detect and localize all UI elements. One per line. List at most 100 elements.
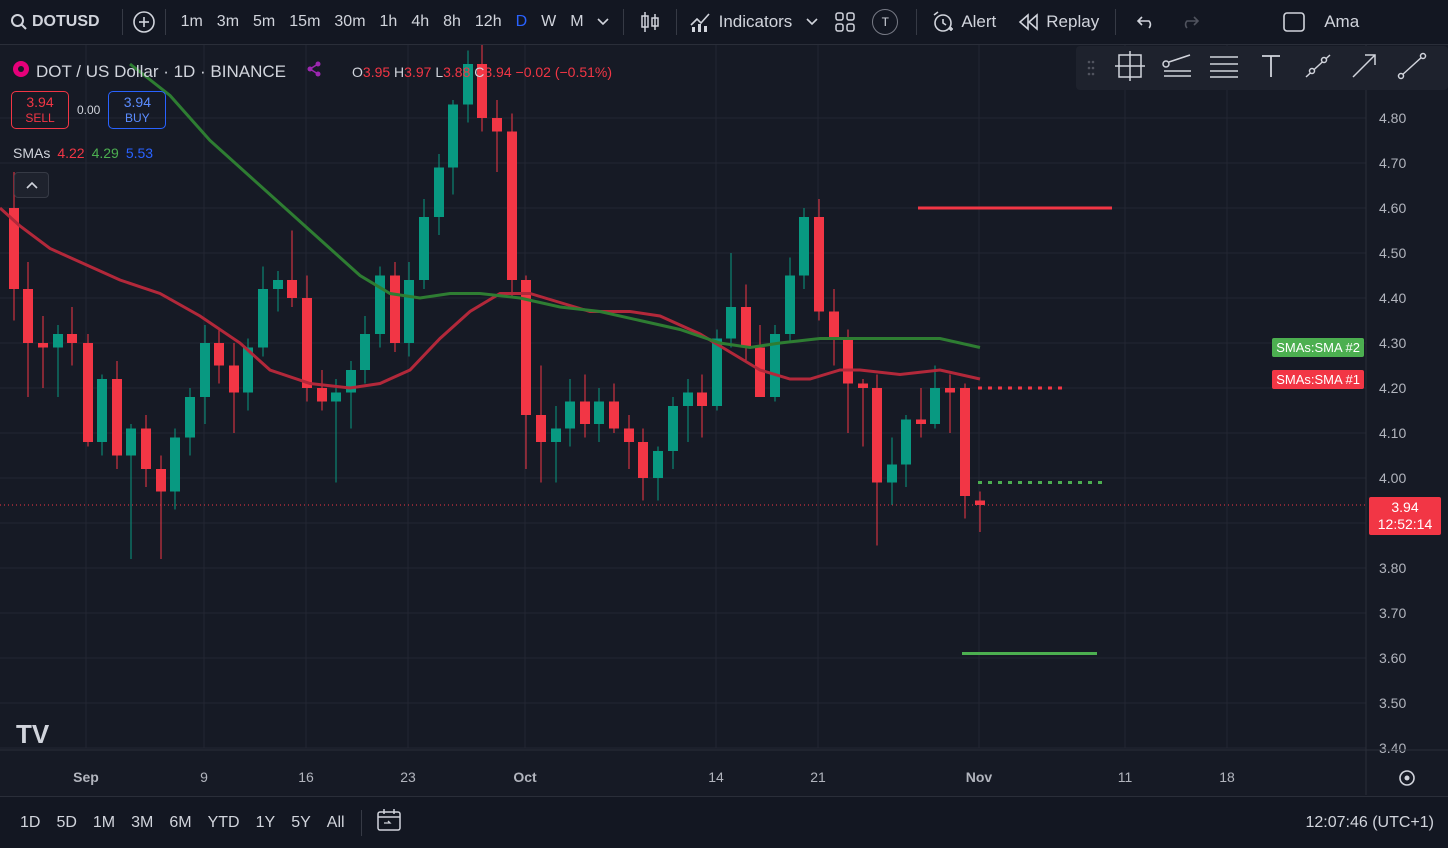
sma2-line: [129, 62, 981, 350]
ray-tool[interactable]: [1388, 46, 1435, 90]
range-ytd[interactable]: YTD: [207, 813, 240, 831]
trendline-tool[interactable]: [1153, 46, 1200, 90]
candle-body-up: [404, 280, 414, 343]
candle-body-down: [624, 428, 634, 442]
timeframe-4h[interactable]: 4h: [411, 13, 430, 30]
range-3m[interactable]: 3M: [131, 813, 154, 831]
timeframe-dropdown[interactable]: [591, 0, 615, 44]
collapse-legend-button[interactable]: [14, 172, 49, 198]
candle-body-down: [536, 415, 546, 442]
replay-button[interactable]: Replay: [1002, 0, 1107, 44]
tradingview-logo: TV: [16, 719, 50, 749]
timeframe-3m[interactable]: 3m: [216, 13, 240, 30]
smas-legend[interactable]: SMAs 4.22 4.29 5.53: [13, 145, 153, 161]
range-1y[interactable]: 1Y: [255, 813, 276, 831]
undo-button[interactable]: [1124, 0, 1168, 44]
timeframe-30m[interactable]: 30m: [334, 13, 366, 30]
range-6m[interactable]: 6M: [169, 813, 192, 831]
compare-button[interactable]: [131, 0, 157, 44]
range-list: 1D 5D 1M 3M 6M YTD 1Y 5Y All: [0, 814, 353, 832]
timeframe-1h[interactable]: 1h: [379, 13, 398, 30]
range-1m[interactable]: 1M: [92, 813, 116, 831]
chart-type-button[interactable]: [632, 0, 668, 44]
fullscreen-button[interactable]: [1212, 0, 1324, 44]
candle-body-up: [346, 370, 356, 393]
time-axis-label: 18: [1219, 769, 1235, 785]
buy-button[interactable]: 3.94 BUY: [108, 91, 167, 129]
calendar-icon[interactable]: [370, 808, 408, 837]
indicators-label: Indicators: [718, 12, 793, 31]
candles-icon: [640, 10, 660, 34]
chart-area[interactable]: 4.804.704.604.504.404.304.204.104.003.90…: [0, 45, 1448, 795]
timeframe-W[interactable]: W: [541, 13, 557, 30]
share-icon[interactable]: [306, 61, 322, 82]
layouts-button[interactable]: [828, 0, 862, 44]
undo-icon: [1136, 14, 1156, 30]
candle-body-down: [858, 383, 868, 388]
candle-body-up: [726, 307, 736, 339]
alert-label: Alert: [961, 12, 997, 31]
candle-body-down: [843, 338, 853, 384]
crosshair-box-icon: [1114, 50, 1145, 86]
timeframe-5m[interactable]: 5m: [253, 13, 276, 30]
candle-body-down: [229, 365, 239, 393]
sma1-axis-tag: SMAs:SMA #1: [1272, 370, 1364, 389]
candle-body-down: [156, 469, 166, 492]
range-5d[interactable]: 5D: [56, 813, 77, 831]
candle-body-down: [609, 401, 619, 429]
timeframe-M[interactable]: M: [570, 13, 584, 30]
range-all[interactable]: All: [326, 813, 345, 831]
binance-logo-icon: [12, 60, 30, 83]
price-axis-label: 4.70: [1379, 155, 1406, 171]
account-label[interactable]: Ama: [1324, 12, 1360, 31]
candle-body-down: [507, 131, 517, 280]
ohlc-values: O3.95 H3.97 L3.88 C3.94 −0.02 (−0.51%): [352, 63, 613, 80]
timeframe-12h[interactable]: 12h: [474, 13, 502, 30]
candle-body-up: [419, 217, 429, 280]
timeframe-D[interactable]: D: [515, 13, 528, 30]
divider: [622, 9, 624, 35]
pattern-tool[interactable]: [1294, 46, 1341, 90]
spread-value: 0.00: [77, 103, 101, 117]
time-axis-label: 23: [400, 769, 416, 785]
time-axis-label: 16: [298, 769, 314, 785]
candle-body-down: [9, 208, 19, 289]
text-t-icon: [1259, 53, 1283, 84]
time-axis-label: Oct: [513, 769, 537, 785]
crosshair-tool[interactable]: [1106, 46, 1153, 90]
candle-body-up: [258, 289, 268, 348]
price-axis-label: 3.60: [1379, 650, 1406, 666]
timeframe-8h[interactable]: 8h: [443, 13, 461, 30]
price-axis-label: 4.80: [1379, 110, 1406, 126]
indicators-dropdown[interactable]: [796, 0, 828, 44]
timeframe-15m[interactable]: 15m: [289, 13, 321, 30]
fib-tool[interactable]: [1200, 46, 1247, 90]
trend-lines-icon: [1161, 52, 1193, 85]
timeframe-1m[interactable]: 1m: [180, 13, 203, 30]
range-5y[interactable]: 5Y: [291, 813, 311, 831]
alert-button[interactable]: Alert: [925, 0, 1002, 44]
indicators-button[interactable]: Indicators: [685, 0, 797, 44]
price-axis-label: 3.80: [1379, 560, 1406, 576]
arrow-tool[interactable]: [1341, 46, 1388, 90]
candle-body-up: [434, 167, 444, 217]
chevron-up-icon: [25, 176, 38, 194]
candle-body-down: [141, 428, 151, 469]
candle-body-down: [390, 275, 400, 343]
candle-body-up: [53, 334, 63, 348]
redo-button[interactable]: [1168, 0, 1212, 44]
symbol-search[interactable]: DOTUSD: [0, 0, 100, 44]
text-tool[interactable]: [1247, 46, 1294, 90]
clock-timezone[interactable]: 12:07:46 (UTC+1): [1305, 813, 1434, 831]
sell-button[interactable]: 3.94 SELL: [11, 91, 69, 129]
drag-handle-icon[interactable]: [1076, 59, 1106, 77]
sma2-value: 4.29: [91, 145, 119, 161]
square-icon: [1282, 11, 1306, 33]
smas-label: SMAs: [13, 145, 51, 161]
time-axis-label: 21: [810, 769, 826, 785]
templates-button[interactable]: T: [862, 0, 908, 44]
t-badge-icon: T: [872, 9, 899, 35]
range-1d[interactable]: 1D: [20, 813, 41, 831]
candle-body-down: [916, 419, 926, 424]
divider: [121, 9, 123, 35]
